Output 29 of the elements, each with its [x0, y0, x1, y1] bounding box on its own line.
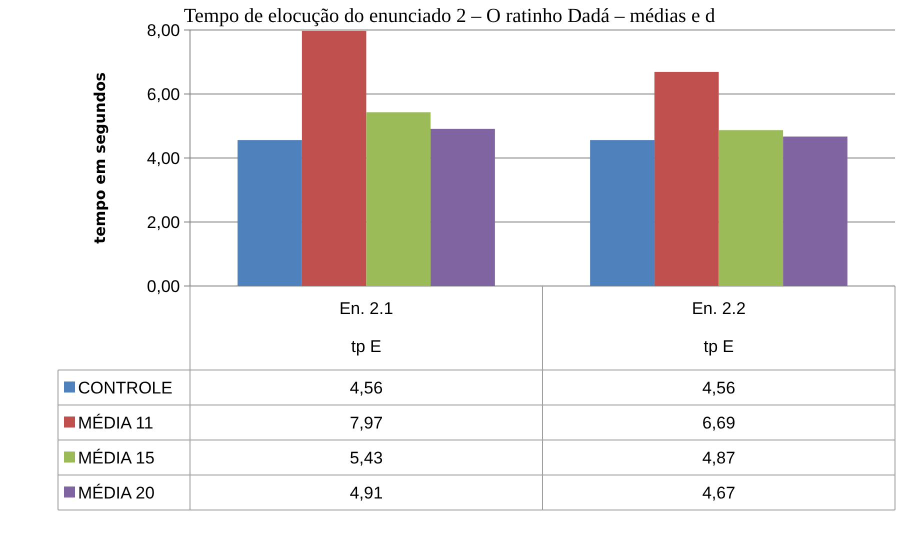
y-tick-label: 6,00 [146, 84, 180, 104]
data-label: 5,43 [350, 448, 383, 468]
bar [238, 140, 302, 286]
x-tick-label: En. 2.1 tp E [339, 299, 394, 356]
chart-title: Tempo de elocução do enunciado 2 – O ratinho Dadá – médias e d [184, 5, 716, 27]
x-tick-label: En. 2.2 tp E [692, 299, 746, 356]
data-label: 4,67 [702, 483, 736, 502]
bar [430, 128, 495, 286]
bar [590, 140, 654, 286]
legend-label: CONTROLE [78, 378, 172, 398]
data-label: 6,69 [702, 413, 736, 432]
bar [654, 72, 719, 286]
data-label: 7,97 [350, 413, 383, 432]
legend-label: MÉDIA 20 [78, 483, 155, 502]
data-label: 4,56 [350, 378, 383, 398]
y-tick-label: 8,00 [146, 20, 180, 40]
y-tick-label: 0,00 [146, 276, 180, 296]
data-label: 4,87 [702, 448, 736, 468]
bar [366, 112, 431, 286]
y-axis-title: tempo em segundos [91, 72, 109, 244]
bar [783, 136, 848, 286]
data-label: 4,91 [350, 483, 383, 502]
bar [718, 130, 784, 286]
legend-label: MÉDIA 11 [78, 413, 154, 432]
legend-label: MÉDIA 15 [78, 448, 155, 468]
bar [302, 30, 366, 286]
data-label: 4,56 [702, 378, 736, 398]
y-tick-label: 4,00 [146, 148, 180, 168]
y-tick-label: 2,00 [146, 212, 180, 232]
